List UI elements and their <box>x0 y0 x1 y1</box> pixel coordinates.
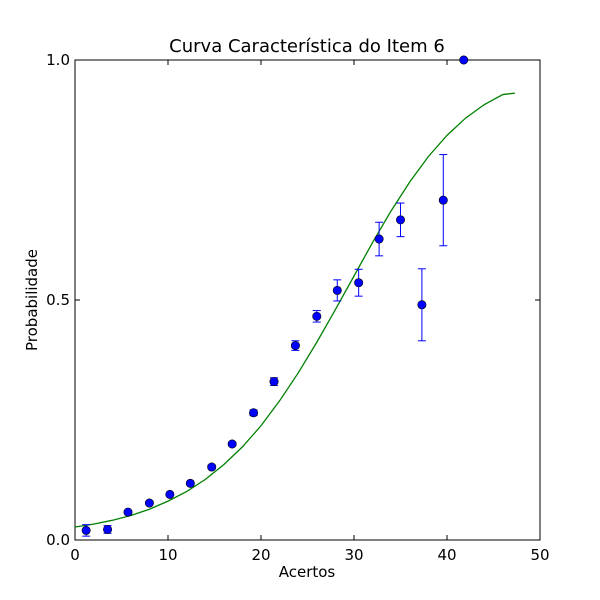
fitted-curve <box>74 92 515 528</box>
y-tick-label: 0.0 <box>46 531 70 549</box>
data-point <box>207 462 217 472</box>
x-tick-label: 30 <box>344 546 363 564</box>
data-point <box>459 55 469 65</box>
data-point <box>227 439 237 449</box>
data-point <box>81 525 91 535</box>
data-point <box>332 285 342 295</box>
y-tick-label: 1.0 <box>46 51 70 69</box>
data-point <box>395 215 405 225</box>
data-point <box>438 195 448 205</box>
data-point <box>144 498 154 508</box>
data-point <box>374 234 384 244</box>
x-tick-label: 50 <box>530 546 549 564</box>
data-point <box>123 507 133 517</box>
x-tick-label: 40 <box>437 546 456 564</box>
data-point <box>354 278 364 288</box>
plot-area <box>74 59 541 541</box>
data-point <box>185 478 195 488</box>
x-axis-label: Acertos <box>279 563 336 581</box>
y-axis-label: Probabilidade <box>23 249 41 351</box>
x-tick-label: 20 <box>251 546 270 564</box>
points-layer <box>81 55 469 535</box>
data-point <box>249 408 259 418</box>
data-point <box>312 311 322 321</box>
curve-layer <box>74 92 515 528</box>
chart-title: Curva Característica do Item 6 <box>169 36 445 57</box>
tick-layer: 0 10 20 30 40 50 0.0 0.5 1.0 <box>46 51 549 564</box>
x-tick-label: 10 <box>158 546 177 564</box>
data-point <box>165 489 175 499</box>
data-point <box>269 377 279 387</box>
x-tick-label: 0 <box>70 546 80 564</box>
data-point <box>417 300 427 310</box>
data-point <box>290 341 300 351</box>
data-point <box>103 524 113 534</box>
y-tick-label: 0.5 <box>46 291 70 309</box>
